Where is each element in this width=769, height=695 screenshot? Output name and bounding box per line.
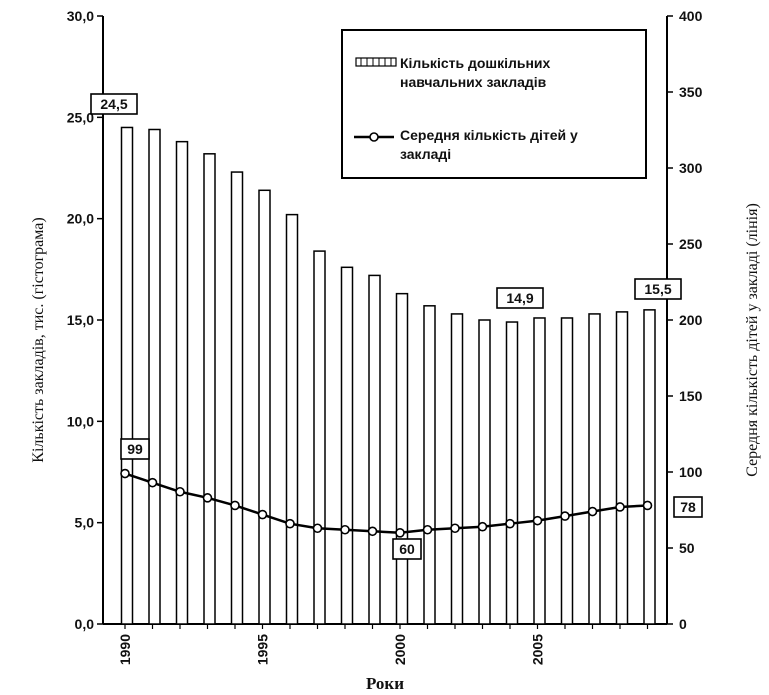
line-point	[560, 511, 570, 521]
line-point	[642, 500, 653, 511]
legend-bar-swatch	[355, 57, 397, 67]
annotation-label: 15,5	[644, 281, 671, 297]
legend-line-label-line2: закладі	[400, 146, 451, 162]
legend-box	[341, 29, 647, 179]
line-point	[532, 515, 543, 526]
legend-bar-label-line2: навчальних закладів	[400, 74, 547, 90]
bar	[588, 313, 601, 625]
legend-line-marker	[369, 132, 379, 142]
annotation-label: 78	[680, 499, 696, 515]
right-tick-label: 50	[679, 540, 695, 556]
bar	[148, 128, 161, 625]
left-tick-label: 0,0	[75, 616, 95, 632]
line-point	[587, 506, 598, 517]
left-tick-label: 10,0	[67, 413, 94, 429]
annotation-box	[392, 538, 422, 560]
x-axis-title: Роки	[366, 674, 404, 693]
legend: Кількість дошкільних навчальних закладів С…	[341, 29, 647, 179]
bar	[423, 305, 436, 625]
line-point	[285, 518, 295, 529]
annotations: 24,5 14,9 15,5 99 60 78	[90, 93, 703, 560]
right-tick-label: 100	[679, 464, 703, 480]
line-point	[422, 524, 433, 535]
left-tick-label: 15,0	[67, 312, 94, 328]
left-tick-label: 20,0	[67, 211, 94, 227]
bar	[615, 311, 629, 625]
line-point	[450, 523, 460, 534]
legend-bar-label-line1: Кількість дошкільних	[400, 55, 551, 71]
bar	[258, 189, 271, 625]
annotation-box	[90, 93, 138, 115]
line-point	[175, 486, 185, 497]
bar	[478, 319, 491, 625]
bar	[340, 266, 354, 625]
left-axis-title: Кількість закладів, тис. (гістограма)	[30, 217, 47, 462]
bar	[120, 126, 134, 625]
bar	[505, 321, 519, 625]
bar	[313, 250, 326, 625]
bar	[203, 153, 216, 625]
axes: 0,0 5,0 10,0 15,0 20,0 25,0 30,0 0 50 100 150 200 25…	[67, 8, 703, 665]
line-point	[202, 493, 213, 503]
bar	[368, 274, 381, 625]
x-tick-label: 2005	[530, 634, 546, 665]
line-series	[120, 468, 653, 538]
x-tick-label: 1995	[255, 634, 271, 665]
annotation-label: 14,9	[506, 290, 533, 306]
line-point	[367, 526, 378, 537]
left-tick-label: 25,0	[67, 109, 94, 125]
bar	[175, 140, 189, 625]
bar	[450, 313, 464, 625]
x-tick-label: 2000	[392, 634, 408, 665]
bar	[533, 317, 546, 625]
legend-line-label-line1: Середня кількість дітей у	[400, 127, 578, 143]
left-tick-label: 30,0	[67, 8, 94, 24]
bar	[230, 171, 244, 625]
annotation-label: 24,5	[100, 96, 127, 112]
bar	[643, 309, 656, 625]
line-point	[230, 500, 240, 511]
line-point	[312, 523, 323, 534]
right-tick-label: 400	[679, 8, 703, 24]
bar	[560, 317, 574, 625]
annotation-box	[634, 278, 682, 300]
x-tick-label: 1990	[117, 634, 133, 665]
line-point	[340, 524, 350, 535]
right-tick-label: 150	[679, 388, 703, 404]
line-point	[505, 518, 515, 529]
line-point	[477, 521, 488, 532]
annotation-box	[120, 438, 150, 460]
right-tick-label: 350	[679, 84, 703, 100]
right-tick-label: 250	[679, 236, 703, 252]
line-point	[615, 502, 625, 512]
right-tick-label: 300	[679, 160, 703, 176]
line-point	[147, 477, 158, 488]
right-tick-label: 0	[679, 616, 687, 632]
left-tick-label: 5,0	[75, 515, 95, 531]
bar	[395, 292, 409, 625]
annotation-label: 99	[127, 441, 143, 457]
line-point	[395, 527, 405, 538]
annotation-box	[496, 287, 544, 309]
annotation-box	[673, 496, 703, 518]
bar	[285, 213, 299, 625]
bars	[120, 126, 656, 625]
right-tick-label: 200	[679, 312, 703, 328]
annotation-label: 60	[399, 541, 415, 557]
line-point	[120, 468, 130, 479]
line-point	[257, 509, 268, 520]
right-axis-title: Середня кількість дітей у закладі (лінія…	[744, 203, 761, 477]
